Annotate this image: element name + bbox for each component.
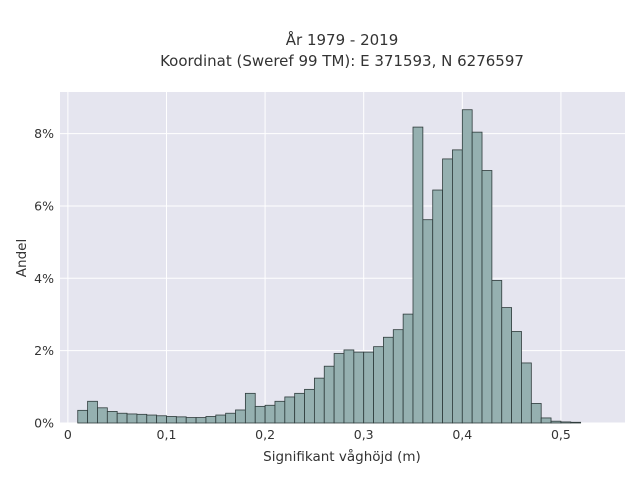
- histogram-bar: [442, 158, 453, 424]
- histogram-bar: [244, 392, 256, 424]
- histogram-bar: [452, 149, 463, 424]
- y-tick-label: 6%: [34, 198, 54, 213]
- histogram-bar: [126, 413, 138, 424]
- histogram-bar: [422, 219, 434, 424]
- y-tick-label: 8%: [34, 126, 54, 141]
- histogram-bar: [402, 313, 414, 424]
- histogram-bar: [87, 400, 98, 424]
- y-axis-label: Andel: [14, 239, 30, 277]
- tick-labels: 0 0,1 0,2 0,3 0,4 0,5 0% 2% 4% 6% 8%: [34, 126, 571, 442]
- histogram-bar: [373, 346, 384, 424]
- histogram-bar: [353, 351, 365, 424]
- x-tick-label: 0,5: [551, 427, 571, 442]
- histogram-bar: [77, 409, 89, 424]
- histogram-bar: [392, 329, 404, 424]
- histogram-bar: [274, 400, 286, 424]
- histogram-bar: [363, 351, 374, 424]
- chart-title-line-1: År 1979 - 2019: [286, 30, 399, 49]
- histogram-bar: [570, 421, 582, 424]
- x-axis-label: Signifikant våghöjd (m): [263, 448, 421, 465]
- histogram-bar: [264, 404, 276, 424]
- histogram-bar: [156, 415, 167, 424]
- histogram-bar: [343, 349, 355, 424]
- histogram-bar: [432, 189, 443, 424]
- histogram-bar: [501, 307, 513, 424]
- chart-title-line-2: Koordinat (Sweref 99 TM): E 371593, N 62…: [160, 52, 524, 70]
- histogram-bar: [215, 414, 227, 424]
- y-tick-label: 2%: [34, 343, 54, 358]
- histogram-bar: [304, 388, 315, 424]
- histogram-bar: [185, 417, 197, 424]
- histogram-bar: [205, 416, 217, 424]
- histogram-bar: [491, 280, 503, 424]
- x-tick-label: 0,1: [157, 427, 177, 442]
- histogram-bars: [77, 109, 582, 424]
- histogram-bar: [530, 403, 542, 424]
- x-tick-label: 0: [64, 427, 72, 442]
- y-tick-label: 4%: [34, 271, 54, 286]
- histogram-bar: [294, 392, 305, 424]
- histogram-bar: [146, 414, 158, 424]
- histogram-bar: [333, 353, 345, 424]
- histogram-bar: [471, 131, 483, 424]
- histogram-bar: [235, 409, 246, 424]
- histogram-bar: [166, 416, 177, 424]
- histogram-bar: [284, 396, 296, 424]
- histogram-bar: [550, 420, 562, 424]
- histogram-bar: [412, 126, 424, 424]
- x-tick-label: 0,2: [255, 427, 275, 442]
- histogram-bar: [481, 170, 493, 424]
- histogram-bar: [461, 109, 473, 424]
- x-tick-label: 0,3: [354, 427, 374, 442]
- histogram-bar: [106, 411, 118, 424]
- histogram-bar: [323, 365, 335, 424]
- histogram-bar: [540, 417, 552, 424]
- histogram-bar: [560, 421, 572, 424]
- histogram-bar: [136, 413, 148, 424]
- histogram-bar: [97, 407, 108, 424]
- histogram-bar: [225, 412, 236, 424]
- histogram-bar: [313, 377, 325, 424]
- y-tick-label: 0%: [34, 416, 54, 431]
- histogram-bar: [195, 417, 207, 424]
- histogram-bar: [511, 331, 522, 424]
- histogram-bar: [116, 412, 128, 424]
- histogram-bar: [383, 336, 394, 424]
- histogram-bar: [175, 416, 187, 424]
- histogram-bar: [521, 362, 532, 424]
- histogram-bar: [254, 405, 266, 424]
- x-tick-label: 0,4: [452, 427, 472, 442]
